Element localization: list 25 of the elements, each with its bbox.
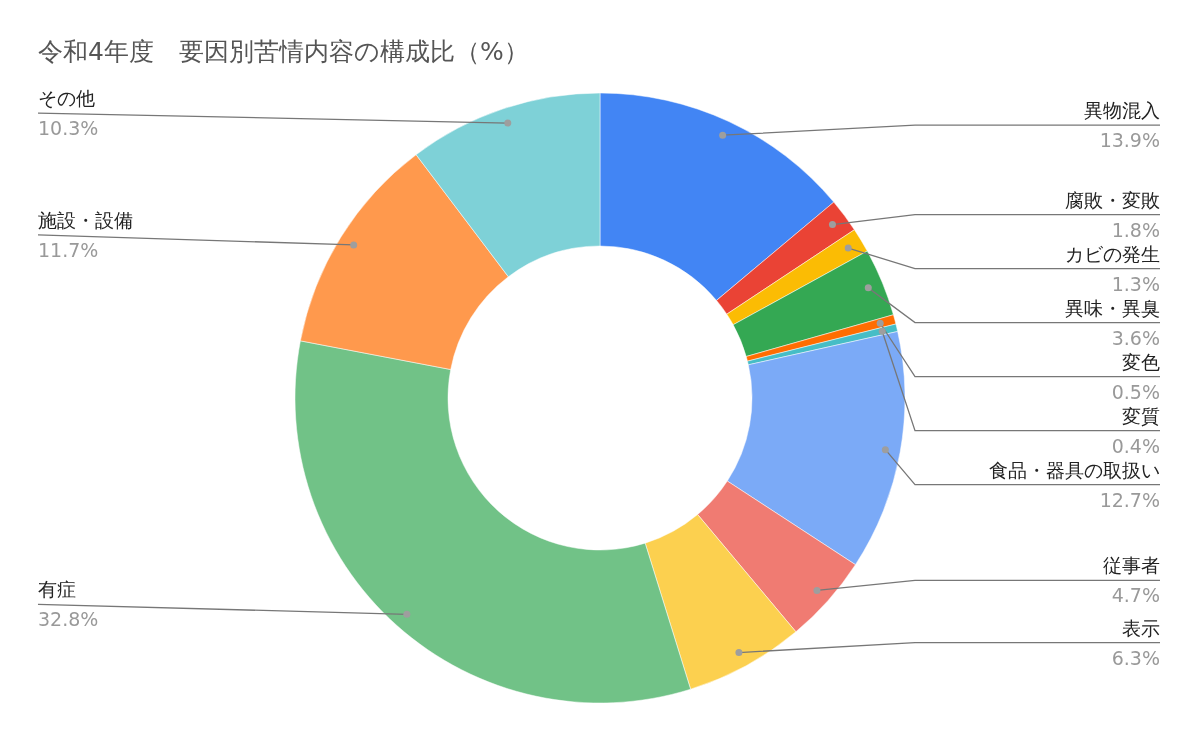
data-label: 0.4% [1111,434,1160,457]
slice-label: 異味・異臭 [1065,296,1160,319]
slice-label: 食品・器具の取扱い [989,458,1160,481]
data-label: 4.7% [1111,584,1160,607]
data-label: 1.8% [1111,218,1160,241]
data-label: 11.7% [38,238,99,261]
data-label: 3.6% [1111,326,1160,349]
data-label: 10.3% [38,117,99,140]
data-label: 0.5% [1111,380,1160,403]
slice-label: カビの発生 [1065,242,1160,265]
slice-label: 異物混入 [1084,99,1160,122]
data-label: 1.3% [1111,272,1160,295]
slice-label: 従事者 [1103,554,1160,577]
data-label: 13.9% [1099,129,1160,152]
slice-label: 有症 [38,578,76,601]
chart-title: 令和4年度 要因別苦情内容の構成比（%） [38,37,529,66]
data-label: 32.8% [38,608,99,631]
slice-label: その他 [38,87,95,110]
slice-label: 腐敗・変敗 [1065,188,1160,211]
slice-label: 表示 [1122,616,1160,639]
data-label: 12.7% [1099,488,1160,511]
slice-label: 変色 [1122,350,1160,373]
data-label: 6.3% [1111,646,1160,669]
slice-label: 変質 [1122,404,1160,427]
slice-label: 施設・設備 [38,208,133,231]
